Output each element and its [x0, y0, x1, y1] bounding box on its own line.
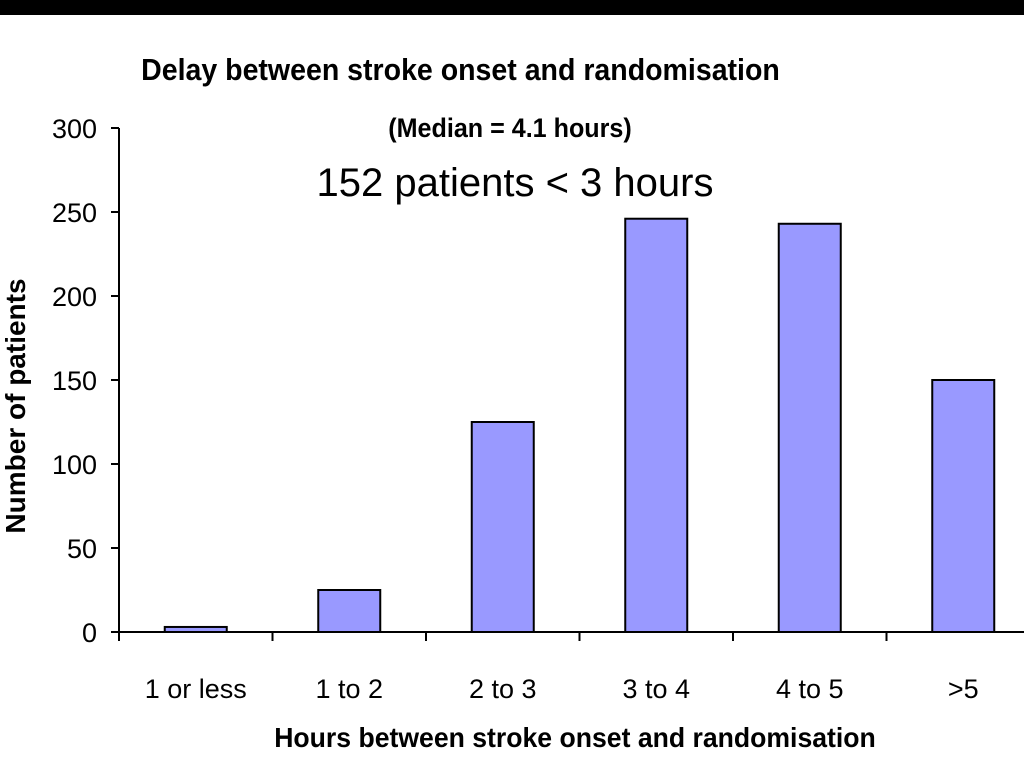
bar-2 [470, 421, 535, 633]
y-tick-label-5: 250 [52, 198, 97, 228]
top-border-bar [0, 0, 1024, 15]
y-tick-label-6: 300 [52, 114, 97, 144]
chart-title-text: Delay between stroke onset and randomisa… [141, 52, 780, 87]
y-tick-label-1: 50 [67, 534, 97, 564]
x-tick-label-1: 1 to 2 [315, 674, 383, 704]
x-tick-label-4: 4 to 5 [776, 674, 844, 704]
chart-title: Delay between stroke onset and randomisa… [41, 52, 983, 88]
x-tick-label-5: >5 [948, 674, 979, 704]
bar-3 [624, 217, 689, 633]
x-tick-label-0: 1 or less [145, 674, 247, 704]
x-tick-label-3: 3 to 4 [622, 674, 690, 704]
x-tick-label-2: 2 to 3 [469, 674, 537, 704]
bar-1 [317, 589, 382, 633]
bar-4 [777, 222, 842, 633]
y-tick-label-0: 0 [82, 618, 97, 648]
chart-subtitle: (Median = 4.1 hours) [388, 113, 632, 143]
chart-annotation: 152 patients < 3 hours [316, 161, 714, 205]
y-tick-label-3: 150 [52, 366, 97, 396]
y-tick-label-2: 100 [52, 450, 97, 480]
x-axis-label: Hours between stroke onset and randomisa… [274, 722, 876, 753]
bar-5 [931, 379, 996, 633]
y-tick-label-4: 200 [52, 282, 97, 312]
